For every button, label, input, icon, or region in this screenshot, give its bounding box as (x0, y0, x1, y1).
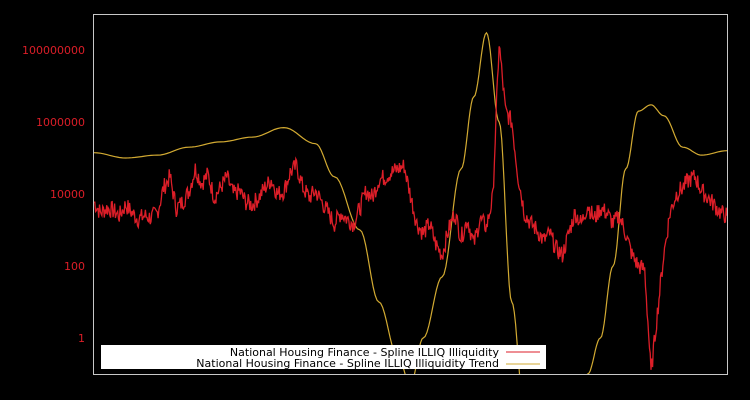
y-tick-label: 100 (64, 260, 85, 273)
series-layer (94, 31, 727, 374)
legend-label-illiquidity: National Housing Finance - Spline ILLIQ … (230, 346, 500, 359)
y-tick-label: 10000 (50, 188, 85, 201)
y-tick-label: 100000000 (22, 44, 85, 57)
series-trend-line (94, 31, 727, 374)
y-tick-label: 1 (78, 332, 85, 345)
legend-box (101, 345, 546, 369)
legend-label-trend: National Housing Finance - Spline ILLIQ … (196, 357, 499, 370)
y-tick-label: 1000000 (36, 116, 85, 129)
plot-frame (93, 14, 728, 375)
legend: National Housing Finance - Spline ILLIQ … (101, 345, 546, 370)
series-illiquidity-line (94, 46, 727, 370)
y-axis-ticks: 100000000 1000000 10000 100 1 (22, 44, 85, 345)
